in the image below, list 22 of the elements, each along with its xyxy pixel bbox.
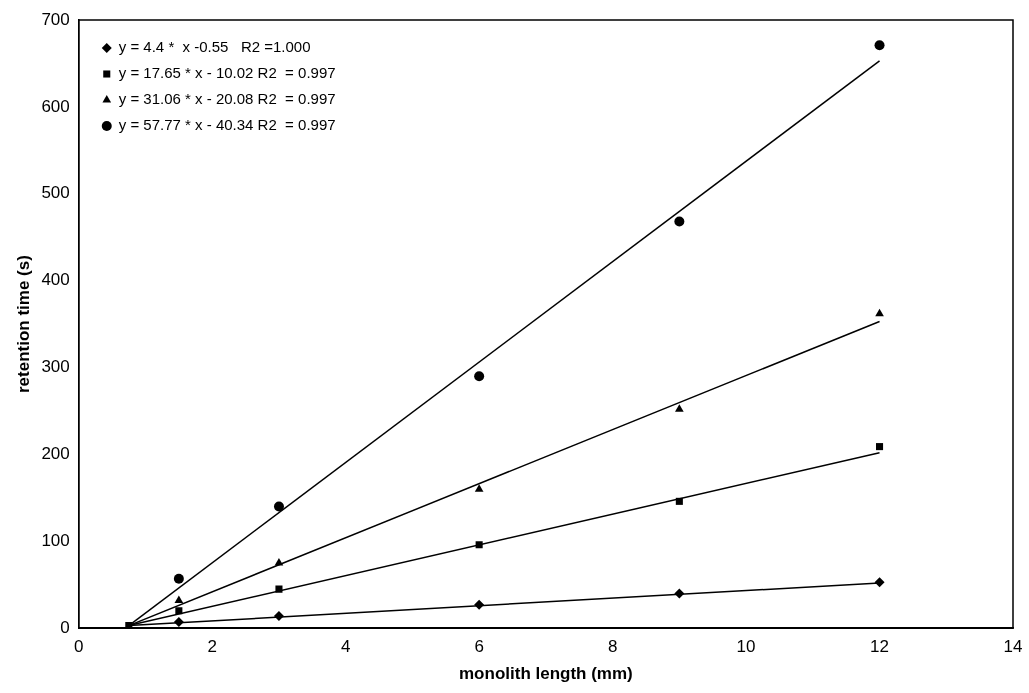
- legend-label: y = 4.4 * x -0.55 R2 =1.000: [118, 38, 311, 56]
- x-tick-label: 0: [74, 637, 84, 657]
- y-tick-label: 100: [41, 531, 70, 550]
- y-tick-label: 600: [41, 96, 70, 116]
- x-axis-title: monolith length (mm): [459, 664, 633, 684]
- y-tick-label: 200: [41, 444, 70, 464]
- x-tick-label: 2: [207, 637, 217, 657]
- x-tick-label: 10: [736, 637, 756, 657]
- x-tick-label: 4: [340, 637, 351, 657]
- y-tick-label: 0: [60, 617, 70, 637]
- legend-label: y = 31.06 * x - 20.08 R2 = 0.997: [118, 90, 336, 108]
- y-tick-label: 700: [41, 9, 70, 29]
- x-tick-label: 14: [1003, 637, 1023, 657]
- y-tick-label: 400: [41, 270, 70, 290]
- legend-label: y = 57.77 * x - 40.34 R2 = 0.997: [118, 116, 336, 134]
- x-tick-label: 8: [607, 637, 618, 657]
- y-tick-label: 300: [41, 357, 70, 377]
- y-tick-label: 500: [41, 183, 70, 203]
- x-tick-label: 6: [474, 637, 484, 657]
- x-tick-label: 12: [870, 637, 889, 657]
- legend-label: y = 17.65 * x - 10.02 R2 = 0.997: [118, 64, 336, 82]
- y-axis-title: retention time (s): [13, 255, 33, 394]
